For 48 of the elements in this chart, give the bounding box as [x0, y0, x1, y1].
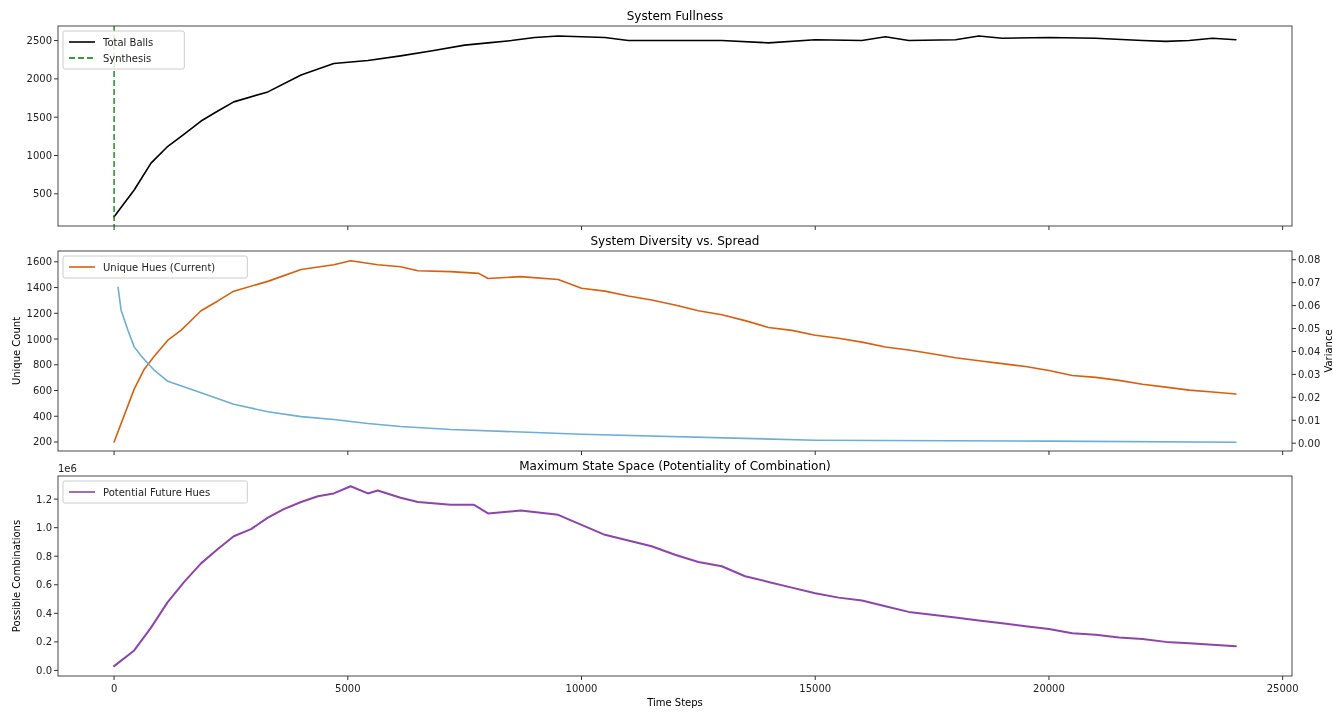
y-tick-label: 400: [32, 410, 52, 422]
y2-tick-label: 0.05: [1298, 323, 1321, 335]
y-tick-label: 0.6: [36, 579, 52, 591]
x-axis-title: Time Steps: [646, 697, 703, 708]
y-tick-label: 500: [32, 188, 52, 200]
chart-title: System Diversity vs. Spread: [590, 234, 760, 248]
y2-tick-label: 0.07: [1298, 277, 1321, 289]
y2-axis-title: Variance: [1323, 329, 1333, 373]
y-tick-label: 1000: [26, 150, 52, 161]
x-tick-label: 25000: [1266, 683, 1299, 694]
chart-title: System Fullness: [626, 9, 724, 23]
y-tick-label: 0.2: [36, 636, 52, 648]
y-tick-label: 1.0: [36, 522, 52, 534]
y-tick-label: 1000: [26, 333, 52, 345]
chart-title: Maximum State Space (Potentiality of Combination): [519, 459, 831, 473]
y-tick-label: 1200: [26, 307, 52, 319]
legend-label: Total Balls: [102, 37, 154, 48]
legend-label: Potential Future Hues: [103, 487, 211, 498]
y-axis-title: Unique Count: [11, 316, 22, 386]
y-tick-label: 0.4: [36, 607, 52, 619]
line-series: [117, 286, 1237, 444]
y-tick-label: 1500: [26, 111, 52, 123]
y2-tick-label: 0.08: [1298, 254, 1321, 266]
x-tick-label: 15000: [799, 683, 832, 694]
y-tick-label: 800: [32, 359, 52, 371]
y2-tick-label: 0.02: [1298, 391, 1321, 403]
y-tick-label: 200: [32, 436, 52, 448]
y-axis-title: Possible Combinations: [11, 519, 22, 633]
x-tick-label: 10000: [565, 683, 598, 694]
y-tick-label: 2000: [26, 73, 52, 85]
legend-label: Unique Hues (Current): [103, 262, 216, 273]
y2-tick-label: 0.03: [1298, 368, 1321, 380]
y-tick-label: 2500: [26, 35, 52, 47]
ref-line-label: Synthesis: [103, 53, 152, 64]
x-tick-label: 20000: [1033, 683, 1065, 694]
y-tick-label: 1400: [26, 282, 52, 294]
y-tick-label: 1600: [26, 256, 52, 268]
y-tick-label: 600: [32, 385, 52, 397]
y-tick-label: 0.0: [36, 664, 52, 676]
x-tick-label: 0: [110, 683, 118, 694]
y2-tick-label: 0.06: [1298, 300, 1321, 312]
y2-tick-label: 0.01: [1298, 414, 1321, 426]
y2-tick-label: 0.04: [1298, 345, 1321, 357]
y-tick-label: 0.8: [36, 550, 52, 562]
x-tick-label: 5000: [335, 683, 361, 694]
y2-tick-label: 0.00: [1298, 437, 1321, 449]
text: 1e6: [58, 463, 77, 474]
y-tick-label: 1.2: [36, 493, 52, 505]
